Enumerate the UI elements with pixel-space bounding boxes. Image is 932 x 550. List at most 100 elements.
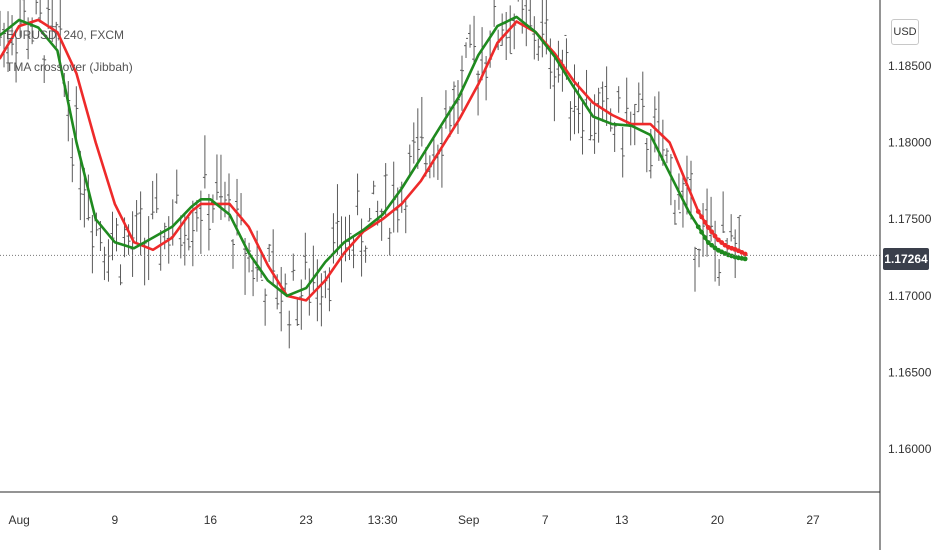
ohlc-bar [415,108,420,169]
time-tick-label: 9 [111,513,118,527]
ohlc-bar [616,86,621,113]
ohlc-bar [472,15,477,63]
fast-ma-dot [742,256,748,262]
ohlc-bar [130,211,135,277]
ohlc-bar [604,66,609,126]
ohlc-bar [517,0,519,2]
ohlc-bar [114,217,119,252]
ohlc-bar [500,13,505,46]
ohlc-bar [202,135,207,189]
ohlc-bar [198,190,203,254]
ohlc-bar [460,55,464,111]
price-tick-label: 1.17000 [888,289,932,303]
price-bars [0,0,742,349]
ohlc-bar [612,121,617,152]
fast-ma-dot [695,224,701,230]
ohlc-bar [319,273,324,327]
ohlc-bar [524,0,527,47]
ohlc-bar [235,178,240,236]
ohlc-bar [307,268,312,316]
ohlc-bar [186,216,191,251]
ohlc-bar [335,184,340,255]
ohlc-bar [74,86,79,144]
ohlc-bar [263,288,268,326]
ohlc-bar [628,111,633,146]
ohlc-bar [102,246,107,281]
fast-ma-dot [705,240,711,245]
ohlc-bar [476,70,481,116]
ohlc-bar [323,270,328,299]
ohlc-bar [572,64,577,135]
ohlc-bar [588,102,593,141]
ohlc-bar [35,0,39,15]
ohlc-bar [255,230,260,282]
ohlc-bar [367,207,372,222]
ohlc-bar [620,127,625,178]
ohlc-bar [90,214,95,274]
price-tick-label: 1.16000 [888,442,932,456]
slow-ma-line [0,18,748,302]
ohlc-bar [70,138,75,183]
ohlc-bar [214,154,219,200]
time-axis-ticks: Aug 9 16 23 13:30 Sep 7 13 20 27 [8,513,820,527]
ohlc-bar [0,10,2,46]
ohlc-bar [624,77,629,125]
ohlc-bar [419,96,424,147]
ohlc-bar [484,56,489,101]
slow-ma-dot [719,240,725,245]
ohlc-bar [86,174,91,221]
ohlc-bar [697,248,702,268]
slow-ma-dot [702,219,708,225]
time-tick-label: 16 [204,513,218,527]
ohlc-bar [640,71,645,125]
price-tick-label: 1.18000 [888,136,932,150]
ohlc-bar [568,101,573,141]
slow-ma-dot [742,251,748,257]
ohlc-bar [295,298,300,326]
legend-indicator: TMA crossover (Jibbah) [6,60,133,74]
ohlc-bar [664,148,669,164]
time-tick-label: 13:30 [368,513,398,527]
price-tick-label: 1.18500 [888,59,932,73]
slow-ma-dot [712,233,718,239]
ohlc-bar [279,266,284,332]
time-tick-label: 7 [542,513,549,527]
ohlc-bar [644,138,649,173]
ohlc-bar [355,173,360,216]
indicator-lines [0,15,748,302]
ohlc-bar [174,169,179,204]
ohlc-bar [339,216,344,283]
ohlc-bar [46,0,51,30]
time-tick-label: Aug [8,513,29,527]
ohlc-bar [580,99,585,155]
ohlc-bar [717,259,722,286]
fast-ma-line [0,15,748,298]
ohlc-bar [383,163,388,216]
ohlc-bar [371,180,376,195]
ohlc-bar [359,218,364,277]
ohlc-bar [206,193,211,251]
ohlc-bar [493,0,497,27]
fast-ma-dot [699,229,705,235]
time-tick-label: 13 [615,513,629,527]
ohlc-bar [564,34,569,80]
ohlc-bar [733,229,738,279]
ohlc-bar [387,227,392,256]
time-tick-label: Sep [458,513,480,527]
ohlc-bar [439,126,444,188]
time-tick-label: 27 [806,513,820,527]
ohlc-bar [22,0,27,22]
currency-button[interactable]: USD [891,19,919,45]
ohlc-bar [194,199,199,232]
ohlc-bar [532,16,537,60]
ohlc-bar [2,22,7,68]
price-tick-label: 1.16500 [888,365,932,379]
ohlc-bar [311,245,316,291]
ohlc-bar [42,55,47,84]
ohlc-bar [271,229,276,287]
ohlc-bar [158,230,163,271]
ohlc-bar [231,239,236,269]
price-axis-ticks: 1.18500 1.18000 1.17500 1.17000 1.16500 1.160… [888,59,932,456]
slow-ma-dot [699,214,705,220]
